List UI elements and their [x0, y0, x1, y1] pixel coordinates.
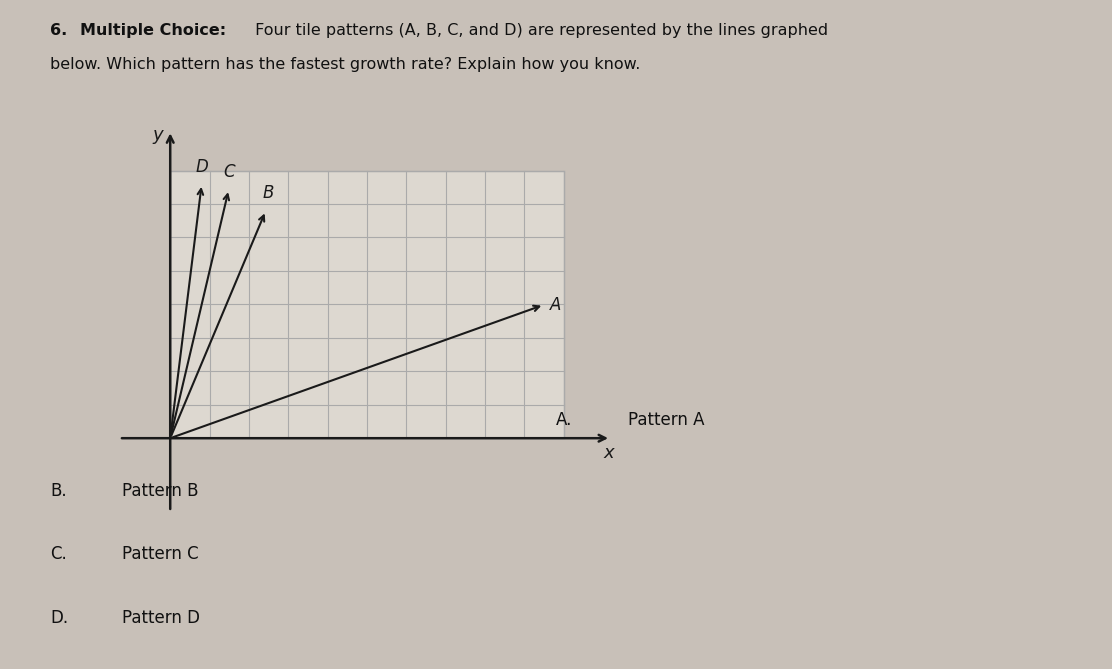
Text: Pattern C: Pattern C — [122, 545, 199, 563]
Text: Pattern A: Pattern A — [628, 411, 705, 429]
Text: C.: C. — [50, 545, 67, 563]
Text: B: B — [262, 185, 274, 203]
Text: B.: B. — [50, 482, 67, 500]
Text: D: D — [196, 158, 208, 176]
Bar — [170, 171, 564, 438]
Text: Multiple Choice:: Multiple Choice: — [80, 23, 226, 38]
Text: A: A — [550, 296, 562, 314]
Text: C: C — [224, 163, 235, 181]
Text: 6.: 6. — [50, 23, 68, 38]
Text: Pattern D: Pattern D — [122, 609, 200, 627]
Text: Pattern B: Pattern B — [122, 482, 199, 500]
Text: below. Which pattern has the fastest growth rate? Explain how you know.: below. Which pattern has the fastest gro… — [50, 57, 641, 72]
Text: x: x — [603, 444, 614, 462]
Text: A.: A. — [556, 411, 573, 429]
Text: y: y — [152, 126, 163, 145]
Text: Four tile patterns (A, B, C, and D) are represented by the lines graphed: Four tile patterns (A, B, C, and D) are … — [250, 23, 828, 38]
Text: D.: D. — [50, 609, 68, 627]
